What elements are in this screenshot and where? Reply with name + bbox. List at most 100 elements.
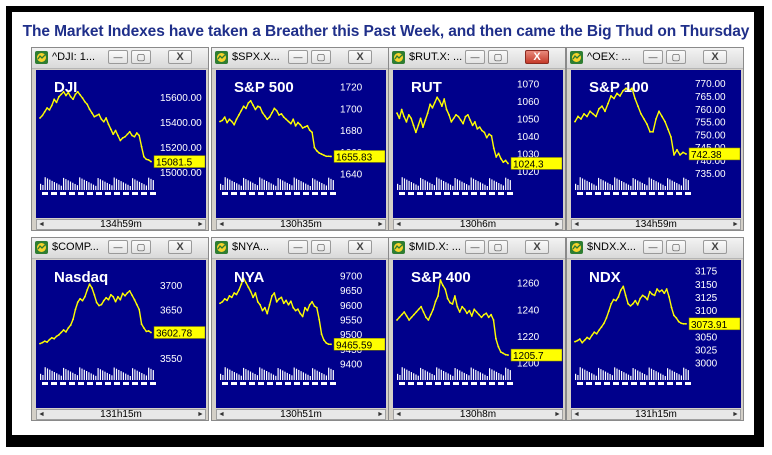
price-point	[438, 99, 441, 102]
y-tick-label: 1680	[340, 126, 363, 137]
close-button[interactable]: X	[168, 50, 192, 64]
price-point	[91, 112, 93, 114]
time-scrollbar[interactable]: ◄ 134h59m ►	[571, 219, 741, 230]
window-titlebar[interactable]: $NYA... — ▢ X	[212, 238, 388, 259]
price-point	[685, 322, 687, 325]
restore-button[interactable]: ▢	[311, 240, 331, 254]
minimize-button[interactable]: —	[465, 50, 485, 64]
restore-button[interactable]: ▢	[131, 50, 151, 64]
price-point	[308, 129, 311, 132]
price-point	[646, 298, 649, 301]
price-point	[93, 115, 96, 118]
right-arrow-icon[interactable]: ►	[554, 411, 561, 418]
right-arrow-icon[interactable]: ►	[197, 411, 204, 418]
close-button[interactable]: X	[168, 240, 192, 254]
price-point	[53, 337, 56, 340]
left-arrow-icon[interactable]: ◄	[218, 411, 225, 418]
chart-window-2[interactable]: $SPX.X...—▢X17201700168016601640S&P 5001…	[211, 47, 389, 231]
price-point	[69, 95, 72, 98]
y-tick-label: 1640	[340, 170, 363, 181]
right-arrow-icon[interactable]: ►	[554, 221, 561, 228]
minimize-button[interactable]: —	[643, 240, 663, 254]
price-point	[458, 311, 461, 313]
price-chart[interactable]: 1260 1240 1220 1200 S&P 400 1205.7	[393, 260, 563, 408]
time-scrollbar[interactable]: ◄ 130h35m ►	[216, 219, 386, 230]
chart-window-6[interactable]: $NYA...—▢X9700965096009550950094509400NY…	[211, 237, 389, 421]
chart-window-1[interactable]: ^DJI: 1... — ▢ X 15600.00 15400.00 15200.00 150…	[31, 47, 209, 231]
price-chart[interactable]: 31753150312531003075305030253000NDX3073.…	[571, 260, 741, 408]
restore-button[interactable]: ▢	[488, 240, 508, 254]
left-arrow-icon[interactable]: ◄	[38, 411, 45, 418]
window-titlebar[interactable]: $SPX.X... — ▢ X	[212, 48, 388, 69]
restore-button[interactable]: ▢	[488, 50, 508, 64]
time-scrollbar[interactable]: ◄ 131h15m ►	[36, 409, 206, 420]
price-point	[580, 118, 582, 120]
price-point	[419, 117, 422, 120]
price-point	[98, 304, 100, 307]
minimize-button[interactable]: —	[288, 50, 308, 64]
y-tick-label: 770.00	[695, 79, 726, 90]
window-titlebar[interactable]: $RUT.X: ... — ▢ X	[389, 48, 565, 69]
right-arrow-icon[interactable]: ►	[377, 221, 384, 228]
window-titlebar[interactable]: $COMP... — ▢ X	[32, 238, 208, 259]
close-button[interactable]: X	[348, 50, 372, 64]
chart-window-4[interactable]: ^OEX: ... — ▢ X 770.00 765.00 760.00 755.00 750.…	[566, 47, 744, 231]
stock-chart-app-icon	[570, 51, 583, 64]
right-arrow-icon[interactable]: ►	[377, 411, 384, 418]
restore-button[interactable]: ▢	[131, 240, 151, 254]
price-point	[634, 299, 637, 302]
right-arrow-icon[interactable]: ►	[197, 221, 204, 228]
close-button[interactable]: X	[703, 50, 727, 64]
price-chart[interactable]: 9700965096009550950094509400NYA9465.59	[216, 260, 386, 408]
window-titlebar[interactable]: ^DJI: 1... — ▢ X	[32, 48, 208, 69]
window-titlebar[interactable]: $NDX.X... — ▢ X	[567, 238, 743, 259]
minimize-button[interactable]: —	[288, 240, 308, 254]
left-arrow-icon[interactable]: ◄	[573, 411, 580, 418]
close-button[interactable]: X	[348, 240, 372, 254]
restore-button[interactable]: ▢	[666, 240, 686, 254]
chart-window-7[interactable]: $MID.X: ... — ▢ X 1260 1240 1220 1200 S&P 400 120…	[388, 237, 566, 421]
time-scrollbar[interactable]: ◄ 130h51m ►	[216, 409, 386, 420]
price-chart[interactable]: 15600.00 15400.00 15200.00 15000.00 DJI 15081…	[36, 70, 206, 218]
minimize-button[interactable]: —	[108, 240, 128, 254]
close-button[interactable]: X	[525, 50, 549, 64]
restore-button[interactable]: ▢	[311, 50, 331, 64]
price-point	[62, 329, 65, 331]
left-arrow-icon[interactable]: ◄	[395, 411, 402, 418]
left-arrow-icon[interactable]: ◄	[395, 221, 402, 228]
time-scrollbar[interactable]: ◄ 134h59m ►	[36, 219, 206, 230]
left-arrow-icon[interactable]: ◄	[218, 221, 225, 228]
price-point	[593, 331, 596, 334]
right-arrow-icon[interactable]: ►	[732, 411, 739, 418]
price-point	[469, 119, 472, 122]
price-point	[586, 336, 588, 339]
price-chart[interactable]: 1070 1060 1050 1040 1030 1020 RUT 1024.3	[393, 70, 563, 218]
close-button[interactable]: X	[703, 240, 727, 254]
time-scrollbar[interactable]: ◄ 130h8m ►	[393, 409, 563, 420]
price-point	[245, 281, 247, 284]
price-chart[interactable]: 3700365036003550Nasdaq3602.78	[36, 260, 206, 408]
window-titlebar[interactable]: $MID.X: ... — ▢ X	[389, 238, 565, 259]
right-arrow-icon[interactable]: ►	[732, 221, 739, 228]
price-point	[254, 292, 257, 294]
chart-window-3[interactable]: $RUT.X: ... — ▢ X 1070 1060 1050 1040 1030 1020 RU…	[388, 47, 566, 231]
time-scrollbar[interactable]: ◄ 131h15m ►	[571, 409, 741, 420]
time-scrollbar[interactable]: ◄ 130h6m ►	[393, 219, 563, 230]
minimize-button[interactable]: —	[108, 50, 128, 64]
window-titlebar[interactable]: ^OEX: ... — ▢ X	[567, 48, 743, 69]
y-tick-label: 9400	[340, 360, 363, 371]
left-arrow-icon[interactable]: ◄	[573, 221, 580, 228]
minimize-button[interactable]: —	[465, 240, 485, 254]
price-point	[327, 155, 330, 158]
left-arrow-icon[interactable]: ◄	[38, 221, 45, 228]
y-tick-label: 740.00	[695, 156, 726, 167]
window-title: $COMP...	[52, 241, 99, 253]
price-point	[235, 118, 238, 121]
restore-button[interactable]: ▢	[666, 50, 686, 64]
chart-window-8[interactable]: $NDX.X...—▢X3175315031253100307530503025…	[566, 237, 744, 421]
minimize-button[interactable]: —	[643, 50, 663, 64]
close-button[interactable]: X	[525, 240, 549, 254]
chart-window-5[interactable]: $COMP... —▢ X 3700365036003550Nasdaq3602.78…	[31, 237, 209, 421]
price-chart[interactable]: 770.00765.00760.00755.00750.00745.00740.…	[571, 70, 741, 218]
